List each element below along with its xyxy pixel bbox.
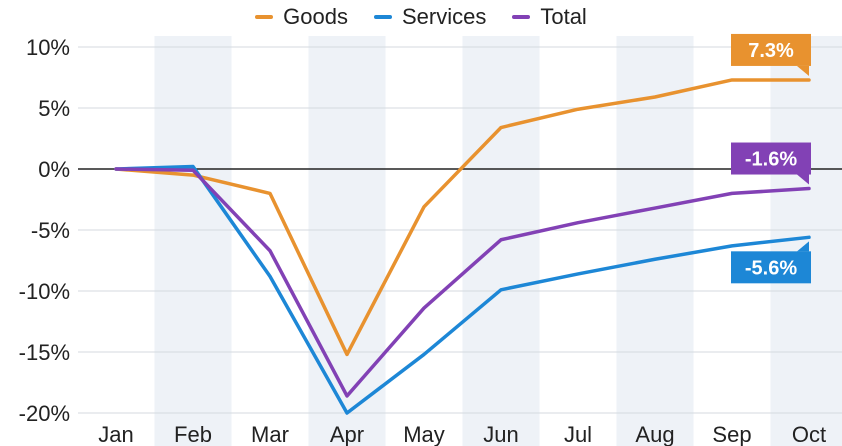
callout-label: 7.3%: [748, 40, 794, 62]
x-tick-feb: Feb: [174, 422, 212, 446]
x-tick-apr: Apr: [330, 422, 364, 446]
series-lines: [114, 78, 811, 415]
callout-pointer: [797, 174, 809, 185]
x-tick-jul: Jul: [564, 422, 592, 446]
legend-label-total: Total: [540, 4, 587, 29]
callout-total: -1.6%: [731, 142, 811, 185]
callout-pointer: [797, 65, 809, 76]
x-tick-mar: Mar: [251, 422, 289, 446]
x-tick-jan: Jan: [98, 422, 133, 446]
legend-swatch-total: [512, 15, 531, 19]
y-tick-label: -5%: [31, 218, 70, 243]
x-tick-may: May: [403, 422, 445, 446]
x-tick-oct: Oct: [792, 422, 826, 446]
chart-legend: Goods Services Total: [0, 4, 842, 30]
y-tick-label: 10%: [26, 35, 70, 60]
callout-goods: 7.3%: [731, 33, 811, 76]
callout-box: [731, 251, 811, 284]
y-tick-label: 0%: [38, 157, 70, 182]
series-line-services: [114, 164, 811, 415]
y-axis-ticks: 10% 5% 0% -5% -10% -15% -20%: [19, 35, 70, 426]
callout-label: -1.6%: [745, 149, 797, 171]
y-tick-label: 5%: [38, 96, 70, 121]
series-line-total: [114, 167, 811, 398]
y-tick-label: -15%: [19, 340, 70, 365]
callout-services: -5.6%: [731, 241, 811, 284]
band-aug: [616, 36, 694, 446]
x-tick-aug: Aug: [635, 422, 674, 446]
x-tick-sep: Sep: [712, 422, 751, 446]
end-value-callouts: 7.3% -5.6% -1.6%: [731, 33, 811, 284]
x-axis-ticks: Jan Feb Mar Apr May Jun Jul Aug Sep Oct: [98, 422, 826, 446]
callout-pointer: [797, 241, 809, 252]
band-feb: [154, 36, 232, 446]
band-apr: [308, 36, 386, 446]
legend-item-total: Total: [512, 4, 587, 30]
series-line-goods: [114, 78, 811, 357]
legend-swatch-services: [373, 15, 392, 19]
y-tick-label: -10%: [19, 279, 70, 304]
x-tick-jun: Jun: [483, 422, 518, 446]
callout-box: [731, 142, 811, 175]
callout-label: -5.6%: [745, 257, 797, 279]
legend-label-goods: Goods: [283, 4, 348, 29]
legend-item-goods: Goods: [255, 4, 348, 30]
legend-swatch-goods: [255, 15, 274, 19]
legend-item-services: Services: [373, 4, 487, 30]
y-tick-label: -20%: [19, 401, 70, 426]
callout-box: [731, 33, 811, 66]
legend-label-services: Services: [401, 4, 487, 29]
